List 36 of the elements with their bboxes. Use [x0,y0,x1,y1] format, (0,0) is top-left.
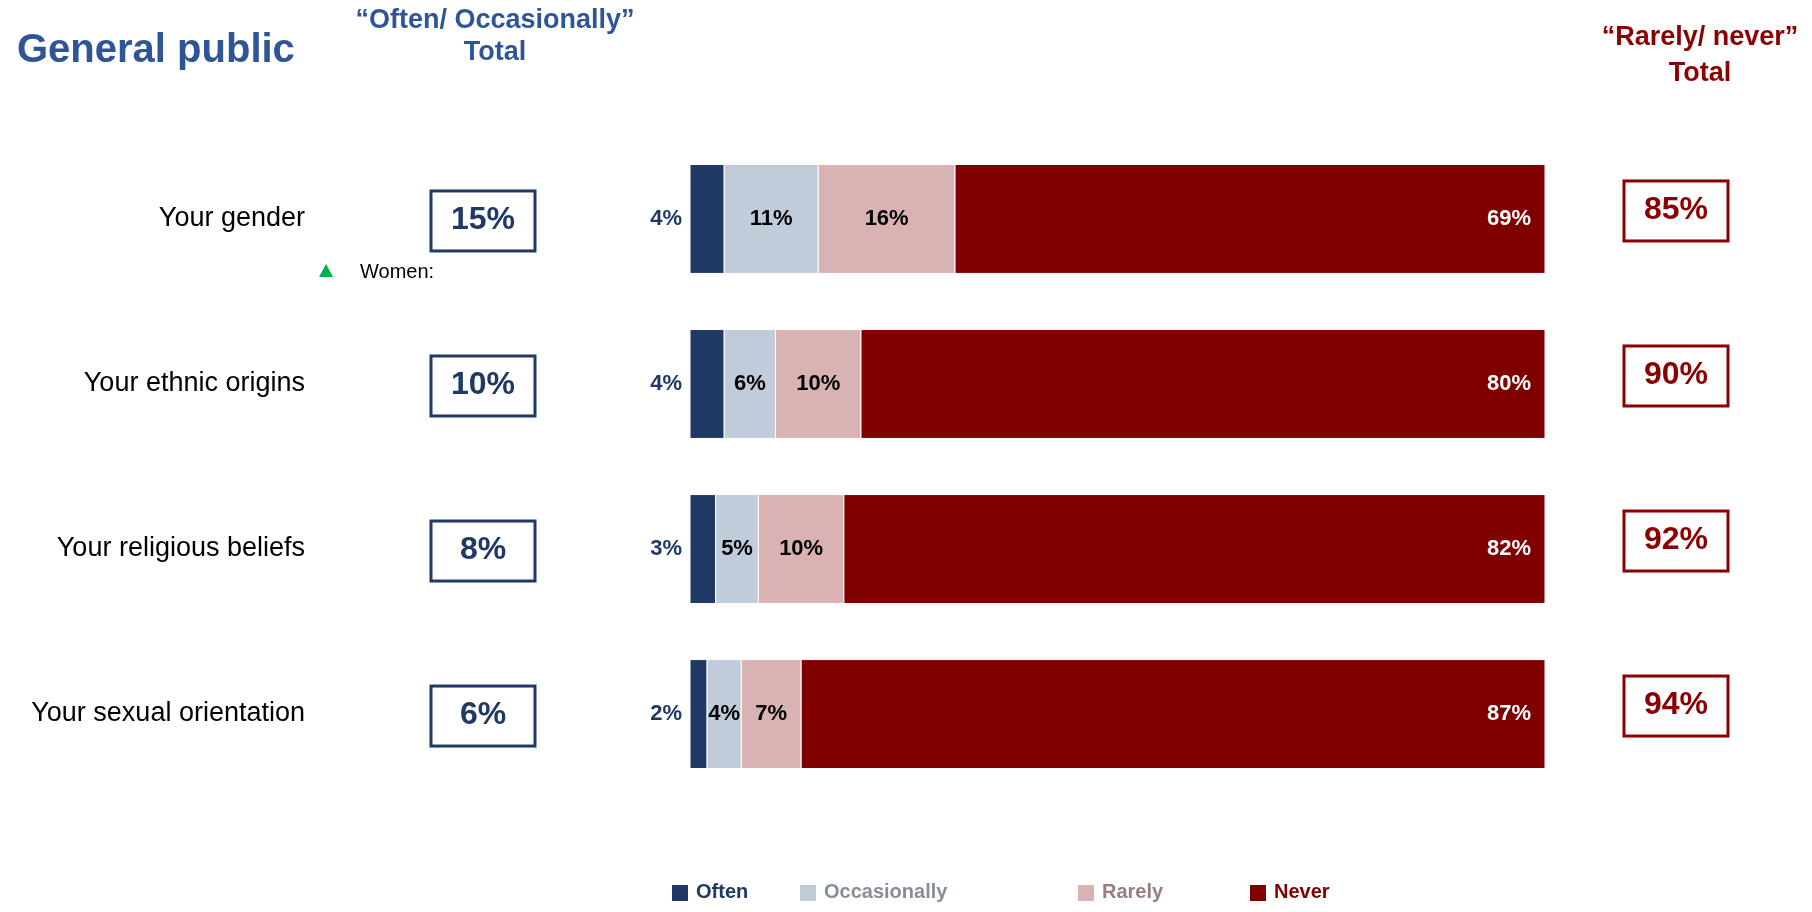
text: General public [17,26,295,70]
y-tick-label: Your religious beliefs [56,532,305,563]
data-label: 10% [796,369,841,395]
data-label: 82% [1486,534,1531,560]
data-label: 7% [755,699,788,725]
text: “Often/ Occasionally” Total [355,4,635,66]
legend-label: Often [696,880,749,903]
data-label: 11% [749,204,793,230]
data-label: 6% [733,369,766,395]
legend-label: Rarely [1102,880,1165,903]
text: Never [1274,880,1330,903]
data-label: 5% [721,534,753,560]
y-tick-label: Your sexual orientation [31,697,305,728]
data-label: 80% [1486,369,1531,395]
text: 6% [459,695,507,732]
text: 8% [459,530,507,567]
text: 15% [450,200,516,237]
text: 92% [1643,520,1709,557]
text: Women: [360,260,435,283]
data-label: 4% [650,204,682,230]
text: 85% [1643,190,1709,227]
data-label: 4% [650,369,682,395]
y-tick-label: Your gender [158,202,305,233]
text: “Rarely/ never” Total [1601,21,1799,87]
data-label: 87% [1486,699,1531,725]
y-tick-label: Your ethnic origins [83,367,305,398]
data-label: 16% [864,204,909,230]
data-label: 10% [779,534,824,560]
data-label: 69% [1486,204,1531,230]
text: 90% [1643,355,1709,392]
text: 10% [450,365,516,402]
data-label: 3% [650,534,682,560]
legend-label: Occasionally [824,880,949,903]
text: 94% [1643,685,1709,722]
data-label: 4% [708,699,741,725]
data-label: 2% [650,699,682,725]
